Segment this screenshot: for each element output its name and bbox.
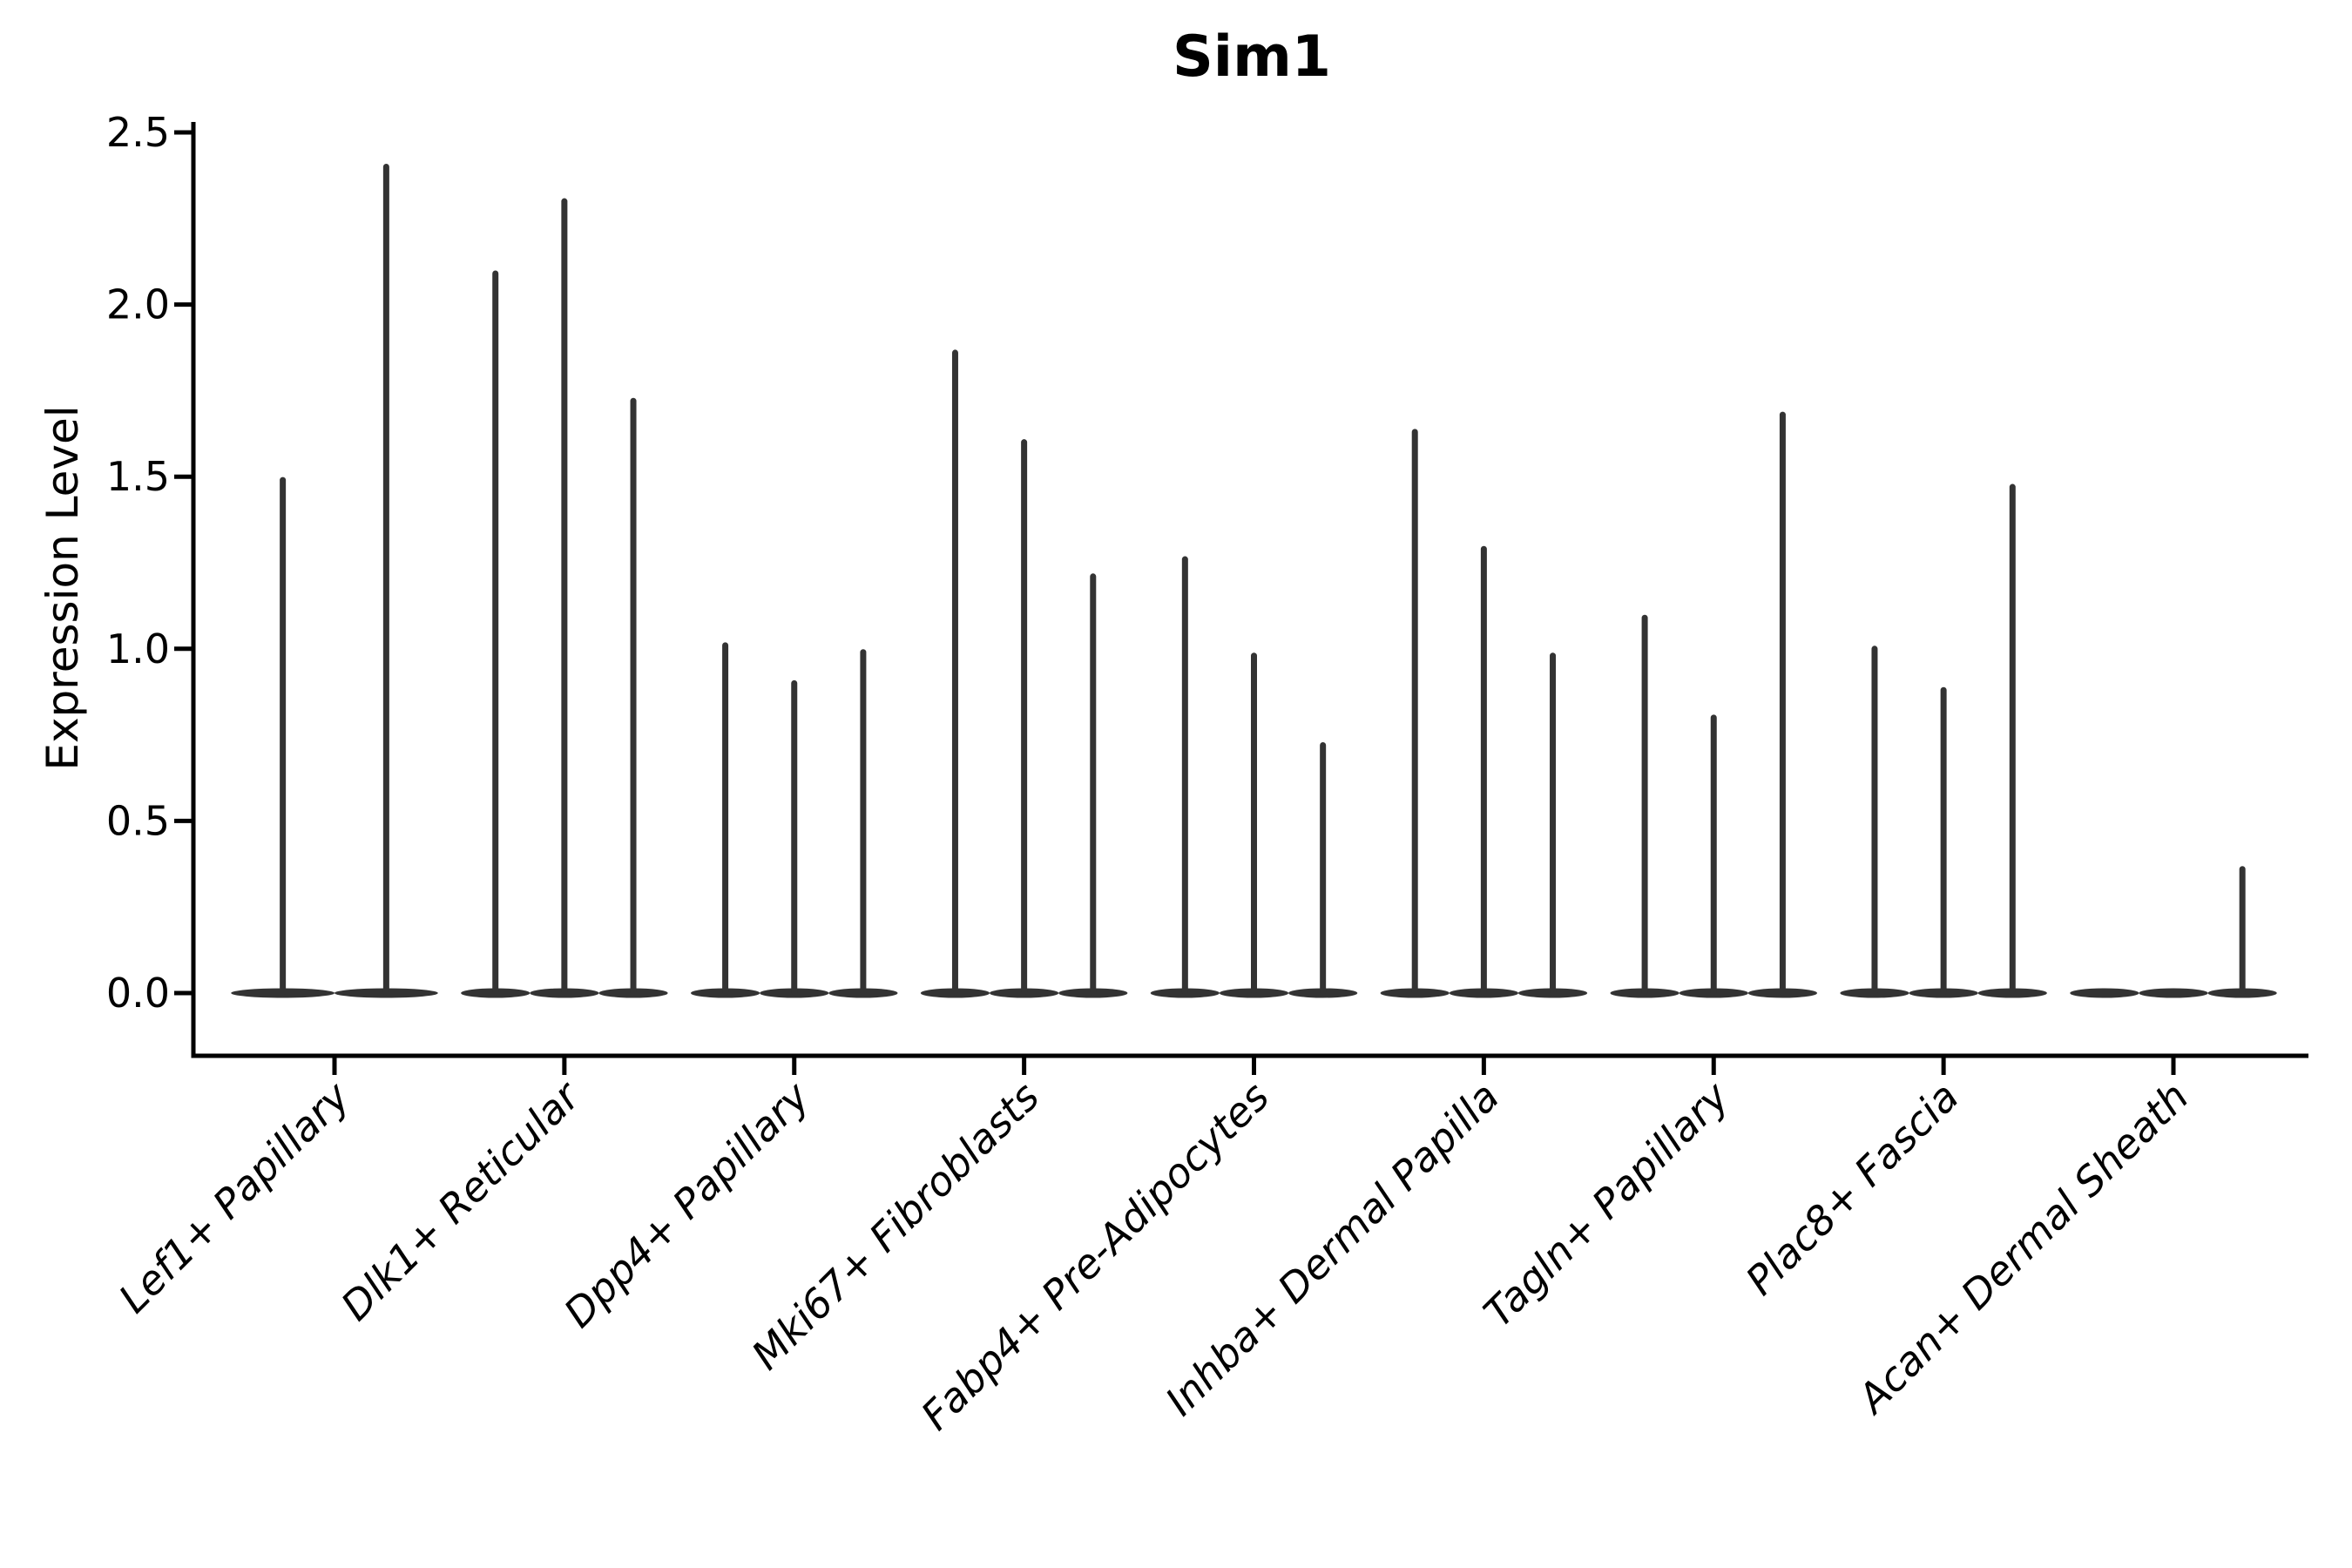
x-category-label: Tagln+ Papillary xyxy=(1475,1072,1739,1336)
y-tick-label: 0.0 xyxy=(106,970,170,1017)
x-category-label: Lef1+ Papillary xyxy=(110,1072,359,1321)
y-tick-label: 1.0 xyxy=(106,625,170,672)
y-tick-label: 0.5 xyxy=(106,797,170,844)
y-tick-label: 2.0 xyxy=(106,281,170,328)
violin-base xyxy=(2139,988,2208,998)
chart-title: Sim1 xyxy=(1172,24,1332,90)
x-category-label: Dpp4+ Papillary xyxy=(555,1072,819,1336)
violin-base xyxy=(2070,988,2139,998)
x-category-label: Plac8+ Fascia xyxy=(1737,1073,1968,1304)
y-tick-label: 1.5 xyxy=(106,453,170,500)
y-tick-label: 2.5 xyxy=(106,109,170,156)
x-category-label: Dlk1+ Reticular xyxy=(332,1071,591,1329)
